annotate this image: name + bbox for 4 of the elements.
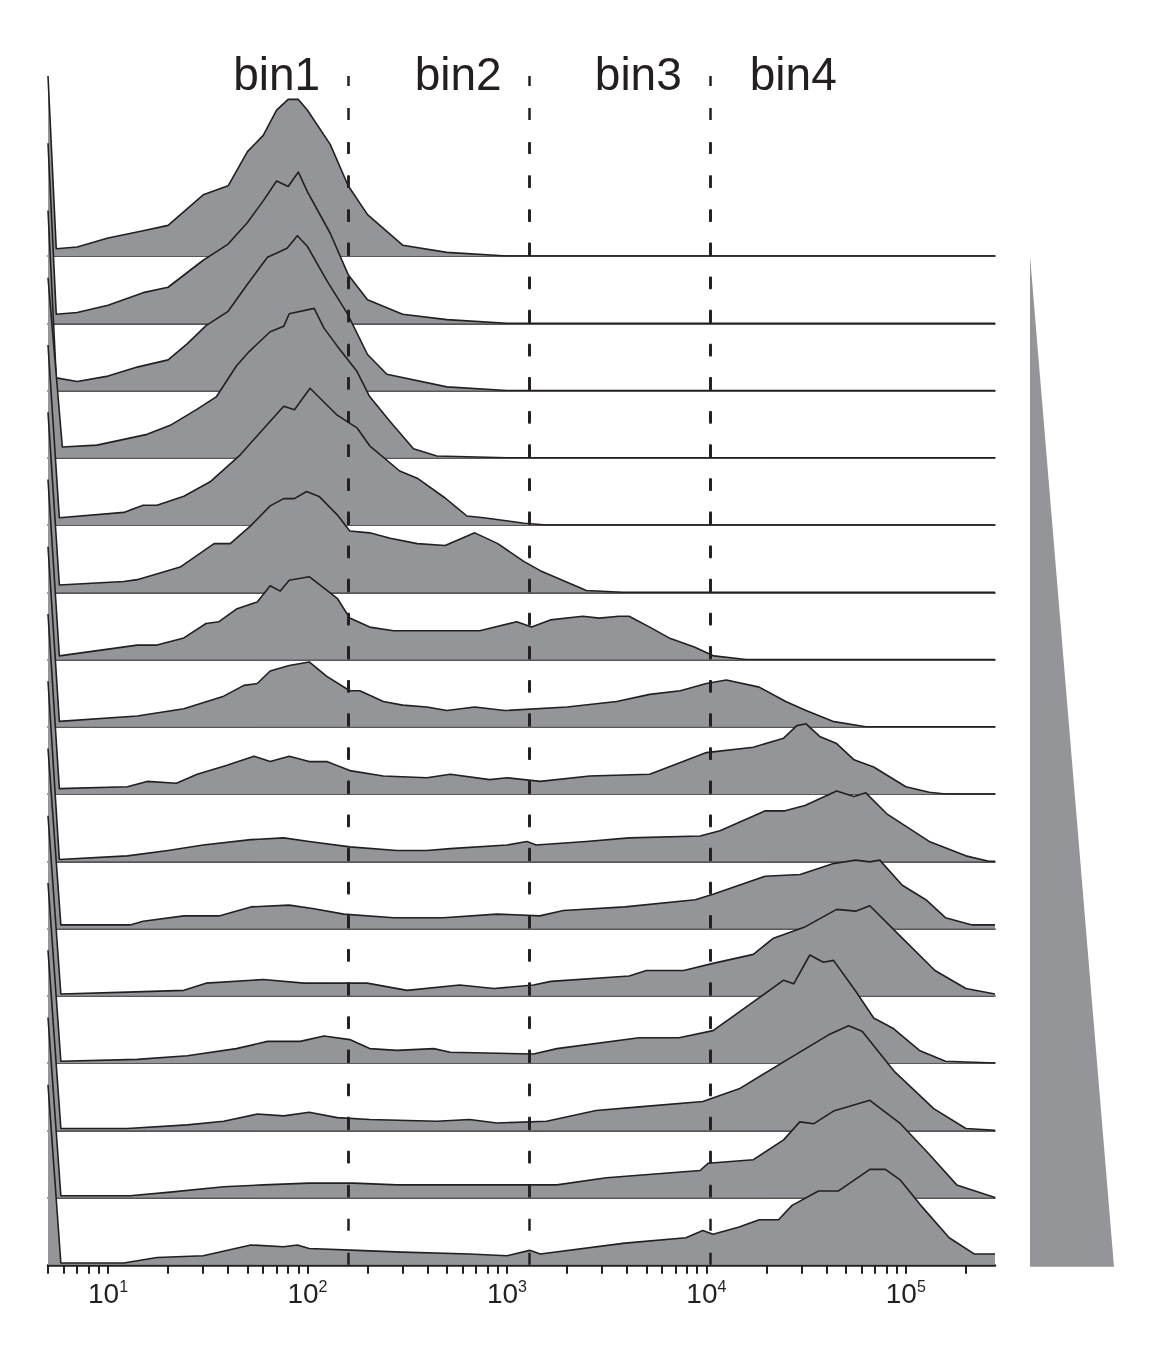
annotation: bin1	[233, 48, 321, 100]
annotation: bin2	[414, 48, 502, 100]
annotation: bin4	[749, 48, 837, 100]
annotation: bin3	[594, 48, 682, 100]
